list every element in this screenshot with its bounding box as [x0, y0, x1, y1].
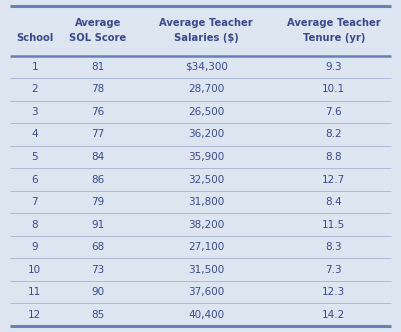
Text: 8.4: 8.4 [326, 197, 342, 207]
Text: 73: 73 [91, 265, 104, 275]
Text: 68: 68 [91, 242, 104, 252]
Text: 8.2: 8.2 [326, 129, 342, 139]
Text: 9.3: 9.3 [326, 62, 342, 72]
Text: 7.6: 7.6 [326, 107, 342, 117]
Text: 40,400: 40,400 [188, 310, 224, 320]
Text: 79: 79 [91, 197, 104, 207]
Text: 28,700: 28,700 [188, 84, 224, 94]
Text: 78: 78 [91, 84, 104, 94]
Text: 90: 90 [91, 287, 104, 297]
Text: $34,300: $34,300 [185, 62, 228, 72]
Text: Tenure (yr): Tenure (yr) [303, 33, 365, 43]
Text: 7: 7 [31, 197, 38, 207]
Text: 8: 8 [31, 219, 38, 230]
Text: 27,100: 27,100 [188, 242, 224, 252]
Text: 31,800: 31,800 [188, 197, 224, 207]
Text: 36,200: 36,200 [188, 129, 224, 139]
Text: 12.7: 12.7 [322, 175, 345, 185]
Text: 9: 9 [31, 242, 38, 252]
Text: 76: 76 [91, 107, 104, 117]
Text: 8.8: 8.8 [326, 152, 342, 162]
Text: 91: 91 [91, 219, 104, 230]
Text: 77: 77 [91, 129, 104, 139]
Text: 85: 85 [91, 310, 104, 320]
Text: 12.3: 12.3 [322, 287, 345, 297]
Text: 10.1: 10.1 [322, 84, 345, 94]
Text: Salaries ($): Salaries ($) [174, 33, 239, 43]
Text: 14.2: 14.2 [322, 310, 345, 320]
Text: 2: 2 [31, 84, 38, 94]
Text: 6: 6 [31, 175, 38, 185]
Text: 38,200: 38,200 [188, 219, 224, 230]
Text: Average Teacher: Average Teacher [159, 19, 253, 29]
Text: 8.3: 8.3 [326, 242, 342, 252]
Text: 86: 86 [91, 175, 104, 185]
Text: Average Teacher: Average Teacher [287, 19, 381, 29]
Text: 7.3: 7.3 [326, 265, 342, 275]
Text: 37,600: 37,600 [188, 287, 224, 297]
Text: 12: 12 [28, 310, 41, 320]
Text: 11: 11 [28, 287, 41, 297]
Text: School: School [16, 33, 53, 43]
Text: 26,500: 26,500 [188, 107, 224, 117]
Text: 11.5: 11.5 [322, 219, 345, 230]
Text: 4: 4 [31, 129, 38, 139]
Text: SOL Score: SOL Score [69, 33, 126, 43]
Text: 10: 10 [28, 265, 41, 275]
Text: 81: 81 [91, 62, 104, 72]
Text: 3: 3 [31, 107, 38, 117]
Text: 31,500: 31,500 [188, 265, 224, 275]
Text: 84: 84 [91, 152, 104, 162]
Text: 32,500: 32,500 [188, 175, 224, 185]
Text: 5: 5 [31, 152, 38, 162]
Text: 1: 1 [31, 62, 38, 72]
Text: 35,900: 35,900 [188, 152, 224, 162]
Text: Average: Average [75, 19, 121, 29]
